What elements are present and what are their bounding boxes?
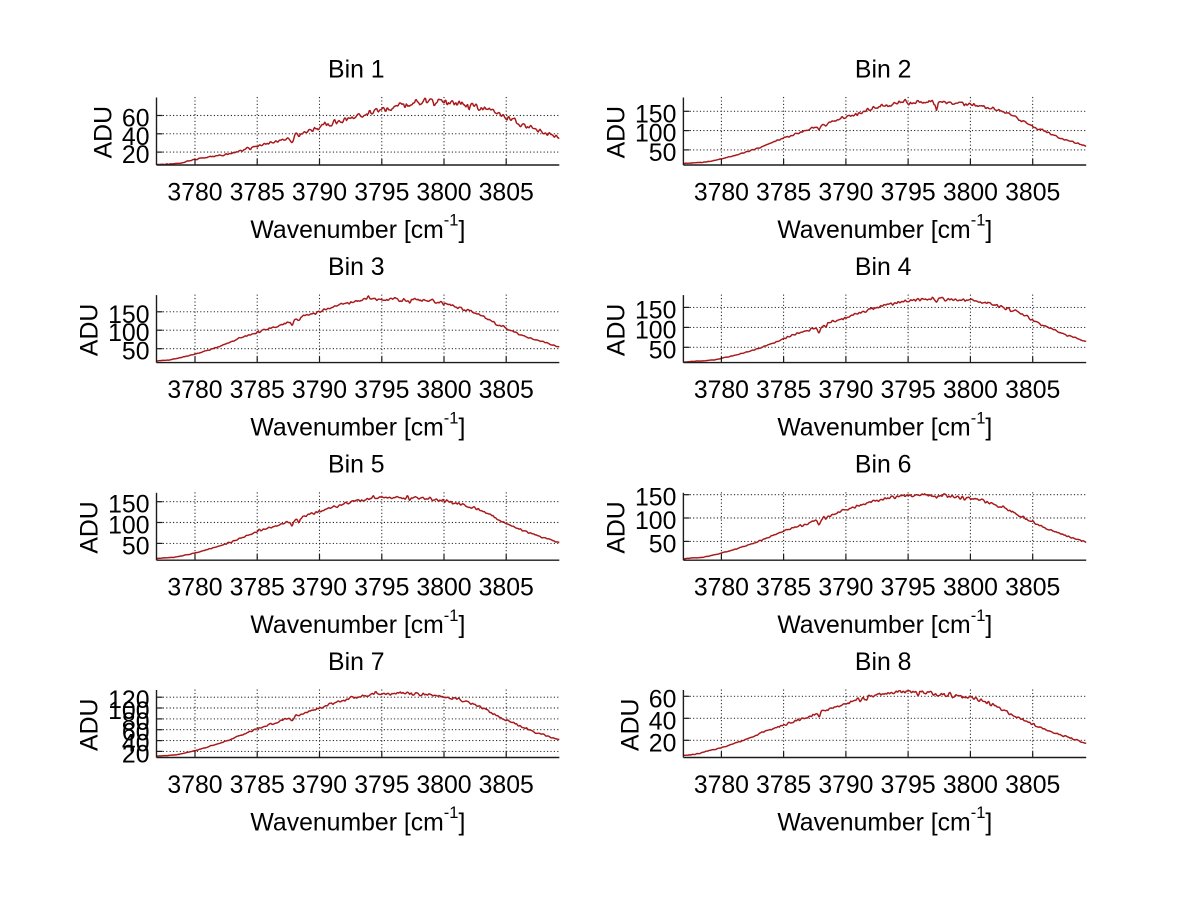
svg-text:3790: 3790 <box>292 179 347 206</box>
svg-text:3785: 3785 <box>756 377 811 404</box>
svg-text:3785: 3785 <box>756 772 811 799</box>
svg-text:3790: 3790 <box>818 772 873 799</box>
svg-text:3780: 3780 <box>167 575 222 602</box>
svg-text:3800: 3800 <box>943 772 998 799</box>
svg-text:150: 150 <box>635 297 676 324</box>
svg-text:3795: 3795 <box>881 179 936 206</box>
svg-text:Bin 6: Bin 6 <box>855 452 912 479</box>
svg-text:3790: 3790 <box>292 575 347 602</box>
svg-text:50: 50 <box>649 337 677 364</box>
svg-text:100: 100 <box>635 508 676 535</box>
svg-text:3785: 3785 <box>230 179 285 206</box>
svg-text:3800: 3800 <box>416 772 471 799</box>
svg-text:3785: 3785 <box>230 772 285 799</box>
svg-text:3800: 3800 <box>943 179 998 206</box>
svg-text:3800: 3800 <box>943 377 998 404</box>
svg-text:3800: 3800 <box>416 179 471 206</box>
svg-text:Bin 5: Bin 5 <box>328 452 385 479</box>
svg-text:50: 50 <box>649 531 677 558</box>
svg-text:150: 150 <box>635 101 676 128</box>
svg-text:3800: 3800 <box>943 575 998 602</box>
svg-text:3780: 3780 <box>694 575 749 602</box>
svg-text:120: 120 <box>108 687 149 714</box>
svg-text:3795: 3795 <box>881 772 936 799</box>
svg-text:150: 150 <box>108 492 149 519</box>
svg-text:3795: 3795 <box>354 377 409 404</box>
svg-text:3805: 3805 <box>479 377 534 404</box>
svg-text:Bin 7: Bin 7 <box>328 649 385 676</box>
svg-text:3805: 3805 <box>1005 377 1060 404</box>
svg-text:3795: 3795 <box>354 772 409 799</box>
svg-text:100: 100 <box>108 513 149 540</box>
svg-text:20: 20 <box>122 142 150 169</box>
svg-text:40: 40 <box>122 124 150 151</box>
svg-text:150: 150 <box>635 485 676 512</box>
svg-text:ADU: ADU <box>604 501 631 553</box>
svg-text:3800: 3800 <box>416 575 471 602</box>
svg-text:3780: 3780 <box>167 179 222 206</box>
svg-text:150: 150 <box>108 302 149 329</box>
svg-text:3785: 3785 <box>756 575 811 602</box>
svg-text:100: 100 <box>108 320 149 347</box>
svg-text:50: 50 <box>122 533 150 560</box>
svg-text:ADU: ADU <box>604 304 631 356</box>
svg-text:3805: 3805 <box>1005 179 1060 206</box>
svg-text:3795: 3795 <box>354 575 409 602</box>
svg-text:60: 60 <box>649 686 677 713</box>
svg-text:40: 40 <box>122 731 150 758</box>
svg-text:Wavenumber [cm-1]: Wavenumber [cm-1] <box>250 607 465 639</box>
svg-text:3790: 3790 <box>292 377 347 404</box>
svg-text:60: 60 <box>122 720 150 747</box>
svg-text:40: 40 <box>649 708 677 735</box>
svg-text:3790: 3790 <box>818 575 873 602</box>
svg-text:3795: 3795 <box>881 377 936 404</box>
svg-text:Bin 8: Bin 8 <box>855 649 912 676</box>
svg-text:3795: 3795 <box>881 575 936 602</box>
svg-text:ADU: ADU <box>77 699 104 751</box>
svg-text:ADU: ADU <box>77 501 104 553</box>
svg-text:3780: 3780 <box>167 377 222 404</box>
svg-text:ADU: ADU <box>604 106 631 158</box>
svg-text:3780: 3780 <box>167 772 222 799</box>
svg-text:100: 100 <box>635 121 676 148</box>
svg-text:3800: 3800 <box>416 377 471 404</box>
svg-text:Bin 1: Bin 1 <box>328 56 385 83</box>
svg-text:50: 50 <box>122 339 150 366</box>
svg-text:3790: 3790 <box>818 377 873 404</box>
svg-text:80: 80 <box>122 709 150 736</box>
svg-text:ADU: ADU <box>91 106 118 158</box>
svg-text:3785: 3785 <box>230 575 285 602</box>
svg-text:Wavenumber [cm-1]: Wavenumber [cm-1] <box>250 212 465 244</box>
svg-text:Bin 4: Bin 4 <box>855 254 912 281</box>
svg-text:3790: 3790 <box>292 772 347 799</box>
svg-text:3780: 3780 <box>694 377 749 404</box>
svg-text:3780: 3780 <box>694 179 749 206</box>
svg-text:3785: 3785 <box>756 179 811 206</box>
svg-text:3805: 3805 <box>479 575 534 602</box>
svg-text:Bin 2: Bin 2 <box>855 56 912 83</box>
svg-text:Wavenumber [cm-1]: Wavenumber [cm-1] <box>250 804 465 836</box>
svg-text:3805: 3805 <box>1005 575 1060 602</box>
svg-text:3795: 3795 <box>354 179 409 206</box>
svg-text:3780: 3780 <box>694 772 749 799</box>
svg-text:20: 20 <box>122 741 150 768</box>
svg-text:3805: 3805 <box>479 179 534 206</box>
svg-text:ADU: ADU <box>617 699 644 751</box>
svg-text:100: 100 <box>635 317 676 344</box>
svg-text:Wavenumber [cm-1]: Wavenumber [cm-1] <box>777 607 992 639</box>
svg-text:Bin 3: Bin 3 <box>328 254 385 281</box>
svg-text:3805: 3805 <box>1005 772 1060 799</box>
svg-text:20: 20 <box>649 730 677 757</box>
svg-text:3805: 3805 <box>479 772 534 799</box>
svg-text:3785: 3785 <box>230 377 285 404</box>
svg-text:ADU: ADU <box>77 304 104 356</box>
svg-text:3790: 3790 <box>818 179 873 206</box>
svg-text:Wavenumber [cm-1]: Wavenumber [cm-1] <box>777 804 992 836</box>
svg-text:100: 100 <box>108 698 149 725</box>
svg-text:Wavenumber [cm-1]: Wavenumber [cm-1] <box>250 409 465 441</box>
svg-text:Wavenumber [cm-1]: Wavenumber [cm-1] <box>777 212 992 244</box>
svg-text:Wavenumber [cm-1]: Wavenumber [cm-1] <box>777 409 992 441</box>
svg-text:50: 50 <box>649 140 677 167</box>
svg-text:60: 60 <box>122 106 150 133</box>
